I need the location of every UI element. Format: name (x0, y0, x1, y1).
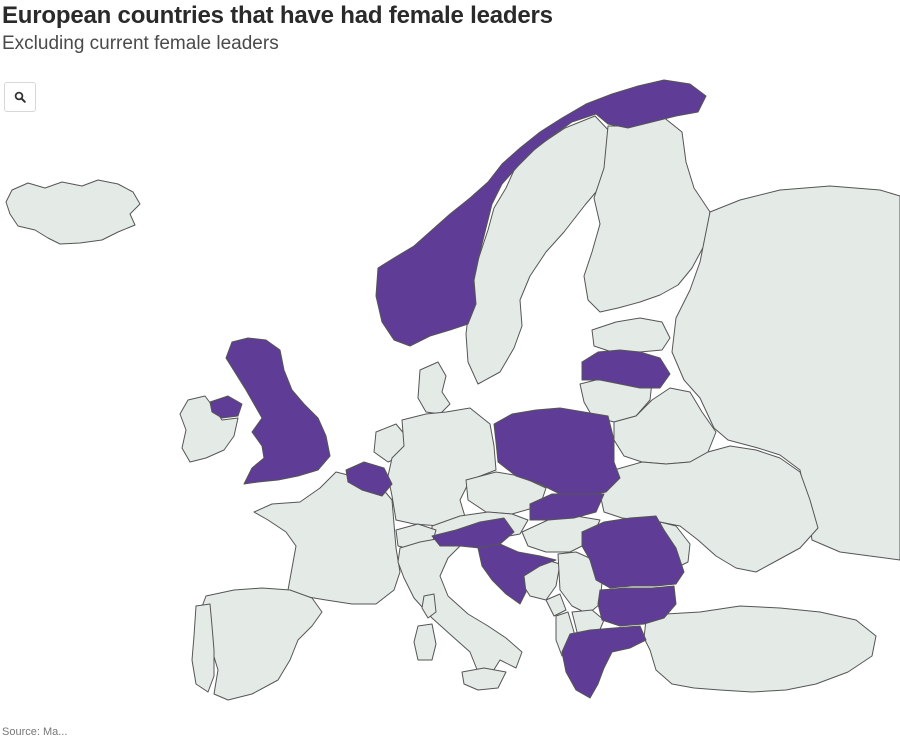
country-portugal (191, 603, 215, 693)
country-finland (583, 115, 711, 313)
country-montenegro (545, 593, 567, 617)
country-germany (387, 407, 497, 527)
country-slovakia (529, 493, 605, 521)
country-denmark (417, 361, 451, 415)
country-corsica (421, 593, 437, 619)
country-iceland (5, 179, 141, 245)
country-france (253, 471, 401, 605)
country-russia (671, 185, 900, 561)
search-icon (14, 91, 26, 103)
europe-map (5, 79, 900, 701)
country-romania (581, 515, 685, 589)
country-estonia (591, 317, 671, 353)
country-united-kingdom (225, 337, 331, 485)
country-sardinia (413, 623, 437, 661)
country-belarus (613, 387, 717, 465)
country-northern-ireland (209, 395, 243, 419)
country-belgium (345, 461, 393, 497)
country-norway (375, 79, 707, 347)
country-latvia (581, 349, 671, 389)
country-croatia (477, 543, 557, 605)
country-greece (561, 625, 647, 699)
zoom-button[interactable] (4, 82, 36, 112)
country-slovenia (431, 517, 515, 549)
country-sicily (461, 667, 507, 691)
country-bulgaria (597, 585, 677, 627)
map-subtitle: Excluding current female leaders (2, 33, 279, 54)
country-sweden (465, 115, 613, 385)
country-spain (199, 587, 323, 701)
country-poland (493, 407, 621, 497)
map-title: European countries that have had female … (2, 2, 553, 29)
country-turkey (643, 605, 877, 693)
source-note: Source: Ma... (2, 726, 68, 738)
